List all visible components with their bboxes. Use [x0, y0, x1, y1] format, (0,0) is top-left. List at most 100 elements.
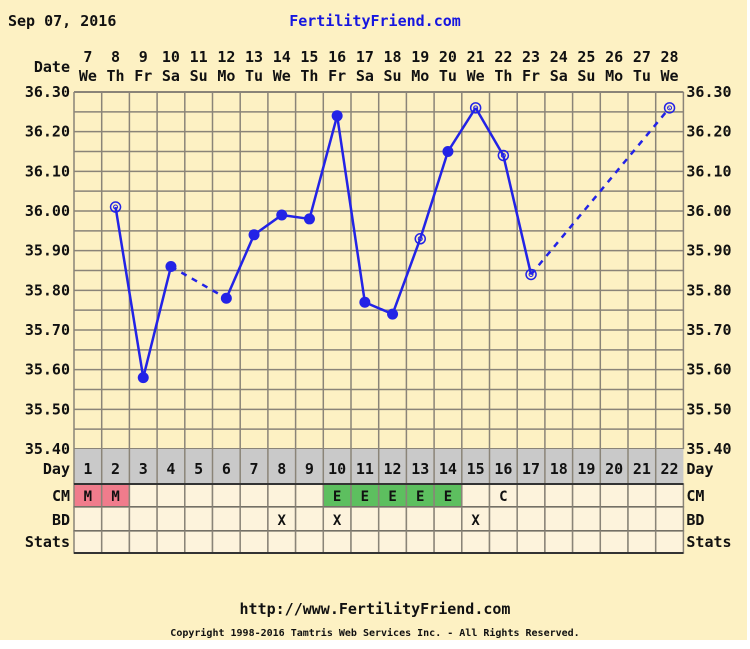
- cm-cell-value: M: [84, 489, 92, 505]
- date-label: 27: [633, 48, 651, 66]
- temp-point-open-inner: [528, 271, 534, 277]
- bd-cell: [433, 506, 463, 532]
- weekday-label: Th: [300, 67, 318, 85]
- stats-row-label-right: Stats: [686, 533, 731, 551]
- weekday-label: Fr: [522, 67, 540, 85]
- cm-cell-value: C: [499, 489, 507, 505]
- y-tick-label-right: 36.00: [686, 202, 731, 220]
- date-label: 21: [467, 48, 485, 66]
- cycle-day-label: 5: [194, 460, 203, 478]
- cm-cell: [128, 483, 158, 508]
- cm-cell-value: E: [333, 489, 341, 505]
- temp-point-open: [414, 233, 426, 245]
- cycle-day-label: 19: [577, 460, 595, 478]
- y-tick-label-right: 36.10: [686, 162, 731, 180]
- stats-cell: [571, 530, 602, 554]
- temp-point-open-inner: [113, 204, 119, 210]
- cycle-day-label: 16: [494, 460, 512, 478]
- temp-point: [331, 110, 343, 122]
- cycle-day-label: 2: [111, 460, 120, 478]
- stats-cell: [350, 530, 380, 554]
- bd-cell: [73, 506, 103, 532]
- y-tick-label-right: 36.30: [686, 83, 731, 101]
- y-tick-label-left: 35.80: [25, 281, 70, 299]
- date-label: 14: [273, 48, 291, 66]
- temp-line: [114, 206, 145, 378]
- temp-line: [308, 115, 339, 220]
- y-tick-label-left: 36.00: [25, 202, 70, 220]
- cm-cell: [184, 483, 214, 508]
- temp-point-open-inner: [667, 105, 673, 111]
- bd-cell: [239, 506, 269, 532]
- bd-cell: [544, 506, 574, 532]
- weekday-label: Mo: [605, 67, 623, 85]
- weekday-label: Th: [494, 67, 512, 85]
- stats-cell: [322, 530, 352, 554]
- weekday-label: Su: [190, 67, 208, 85]
- temp-line: [335, 115, 367, 303]
- temp-line: [142, 266, 173, 378]
- stats-cell: [461, 530, 491, 554]
- stats-cell: [544, 530, 574, 554]
- bd-cell: [350, 506, 380, 532]
- cm-cell: [294, 483, 325, 508]
- cm-cell: [544, 483, 574, 508]
- bd-cell: [294, 506, 325, 532]
- stats-cell: [239, 530, 269, 554]
- cycle-day-label: 11: [356, 460, 374, 478]
- weekday-label: Fr: [134, 67, 152, 85]
- footer-copyright: Copyright 1998-2016 Tamtris Web Services…: [170, 627, 579, 639]
- stats-cell: [156, 530, 186, 554]
- stats-cell: [73, 530, 103, 554]
- weekday-label: Sa: [162, 67, 180, 85]
- cm-cell-value: E: [388, 489, 396, 505]
- temp-point-open-inner: [473, 105, 479, 111]
- cycle-day-label: 9: [305, 460, 314, 478]
- cycle-day-label: 4: [166, 460, 175, 478]
- weekday-label: Su: [577, 67, 595, 85]
- cycle-day-label: 14: [439, 460, 457, 478]
- cycle-day-label: 8: [277, 460, 286, 478]
- stats-cell: [599, 530, 629, 554]
- temp-line: [502, 155, 533, 275]
- temp-point-open-inner: [417, 236, 423, 242]
- chart-date: Sep 07, 2016: [8, 12, 116, 30]
- weekday-label: Mo: [217, 67, 235, 85]
- date-label: 8: [111, 48, 120, 66]
- temp-point-open-inner: [500, 152, 506, 158]
- bd-cell: [184, 506, 214, 532]
- footer-url[interactable]: http://www.FertilityFriend.com: [240, 600, 511, 618]
- date-label: 12: [217, 48, 235, 66]
- y-tick-label-right: 35.60: [686, 361, 731, 379]
- stats-cell: [488, 530, 518, 554]
- bd-cell: [100, 506, 131, 532]
- y-tick-label-left: 35.40: [25, 440, 70, 458]
- bd-cell: [571, 506, 602, 532]
- bd-cell-value: X: [333, 513, 342, 529]
- stats-cell: [294, 530, 325, 554]
- cycle-day-label: 21: [633, 460, 651, 478]
- y-tick-label-left: 35.70: [25, 321, 70, 339]
- weekday-label: Fr: [328, 67, 346, 85]
- temp-line: [446, 107, 477, 153]
- date-label: 26: [605, 48, 623, 66]
- y-tick-label-right: 35.50: [686, 400, 731, 418]
- date-label: 20: [439, 48, 457, 66]
- bd-cell: [377, 506, 408, 532]
- cm-cell: [239, 483, 269, 508]
- temp-point-open: [497, 149, 510, 162]
- temp-line: [253, 213, 283, 236]
- y-tick-label-left: 35.90: [25, 242, 70, 260]
- stats-cell: [128, 530, 158, 554]
- stats-row-label-left: Stats: [25, 533, 70, 551]
- temp-point-open: [525, 268, 537, 281]
- temp-line: [474, 107, 505, 157]
- weekday-label: Sa: [356, 67, 374, 85]
- y-tick-label-right: 35.70: [686, 321, 731, 339]
- cycle-day-label: 20: [605, 460, 623, 478]
- date-label: 25: [577, 48, 595, 66]
- day-row-label-right: Day: [686, 460, 713, 478]
- weekday-label: Tu: [439, 67, 457, 85]
- y-tick-label-right: 35.90: [686, 242, 731, 260]
